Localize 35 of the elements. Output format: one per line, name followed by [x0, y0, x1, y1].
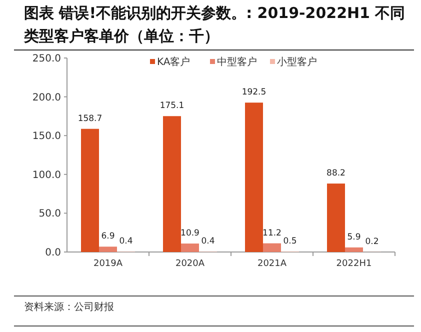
y-tick-label: 50.0	[38, 208, 61, 220]
data-label: 88.2	[326, 168, 346, 179]
y-tick-label: 200.0	[32, 92, 61, 104]
data-label: 175.1	[160, 101, 184, 112]
bar	[345, 247, 363, 252]
bar	[99, 246, 117, 252]
x-tick-label: 2022H1	[336, 259, 372, 269]
bar	[181, 244, 199, 252]
x-tick-label: 2019A	[93, 259, 124, 269]
data-label: 0.2	[365, 236, 379, 247]
data-label: 0.4	[201, 236, 215, 247]
legend-label: 小型客户	[277, 56, 317, 68]
legend-label: KA客户	[157, 56, 190, 68]
chart-title: 图表 错误!不能识别的开关参数。: 2019-2022H1 不同类型客户客单价（单位：千）	[24, 3, 406, 47]
bar	[163, 116, 181, 252]
bar	[327, 184, 345, 252]
data-label: 11.2	[262, 228, 282, 238]
y-tick-label: 0.0	[45, 248, 61, 258]
x-tick-label: 2021A	[257, 259, 288, 269]
bar	[245, 102, 263, 252]
bar	[263, 243, 281, 252]
y-tick-label: 100.0	[32, 170, 61, 181]
x-tick-label: 2020A	[175, 259, 206, 269]
data-label: 158.7	[78, 114, 102, 124]
data-label: 5.9	[347, 232, 361, 242]
text: 资料来源：公司财报	[24, 301, 114, 313]
data-label: 0.4	[119, 236, 133, 247]
y-tick-label: 150.0	[32, 131, 61, 142]
legend-label: 中型客户	[217, 56, 257, 68]
data-label: 10.9	[180, 228, 200, 239]
data-label: 0.5	[283, 236, 297, 247]
data-label: 6.9	[101, 232, 115, 242]
bar	[81, 128, 99, 252]
y-tick-label: 250.0	[32, 54, 61, 64]
data-label: 192.5	[242, 88, 266, 98]
